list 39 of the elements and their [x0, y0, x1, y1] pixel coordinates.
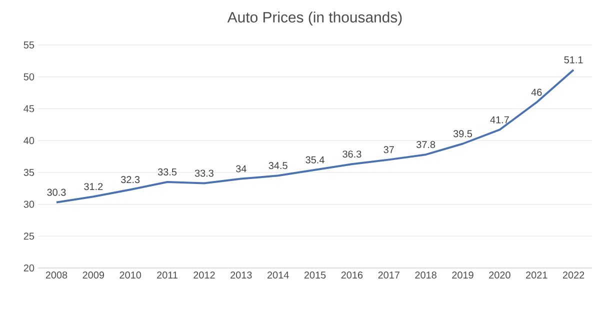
x-tick-label: 2015: [304, 272, 326, 279]
x-tick-label: 2012: [194, 272, 215, 279]
x-tick-label: 2020: [489, 272, 510, 279]
y-tick-label: 20: [24, 264, 34, 272]
data-label: 33.5: [158, 168, 177, 176]
data-label: 36.3: [342, 150, 362, 158]
x-tick-label: 2014: [267, 272, 289, 279]
data-label: 41.7: [490, 116, 509, 124]
y-tick-label: 35: [24, 168, 34, 176]
data-label: 35.4: [306, 156, 324, 164]
data-label: 51.1: [564, 56, 583, 64]
data-label: 46: [531, 88, 542, 96]
data-label: 30.3: [47, 188, 66, 196]
y-tick-label: 50: [24, 73, 34, 80]
data-label: 32.3: [121, 176, 140, 184]
x-tick-label: 2008: [46, 272, 68, 279]
y-tick-label: 25: [24, 232, 34, 240]
x-tick-label: 2016: [341, 272, 363, 279]
data-label: 37.8: [416, 141, 436, 148]
x-tick-label: 2017: [378, 272, 400, 279]
x-tick-label: 2019: [452, 272, 474, 279]
x-tick-label: 2021: [526, 272, 548, 279]
x-tick-label: 2022: [562, 272, 584, 279]
data-label: 33.3: [194, 170, 214, 177]
data-label: 37: [384, 146, 394, 154]
x-tick-label: 2009: [82, 272, 104, 279]
y-tick-label: 55: [24, 42, 34, 48]
data-label: 34.5: [268, 162, 288, 170]
data-label: 31.2: [84, 183, 103, 190]
data-label: 39.5: [453, 130, 472, 138]
y-tick-label: 45: [24, 105, 34, 112]
y-tick-label: 40: [24, 137, 34, 144]
x-tick-label: 2013: [230, 272, 252, 279]
x-tick-label: 2011: [157, 272, 178, 279]
x-tick-label: 2010: [120, 272, 142, 279]
data-label: 34: [236, 165, 246, 172]
y-tick-label: 30: [24, 200, 34, 208]
x-tick-label: 2018: [415, 272, 436, 279]
chart-title: Auto Prices (in thousands): [227, 12, 402, 26]
